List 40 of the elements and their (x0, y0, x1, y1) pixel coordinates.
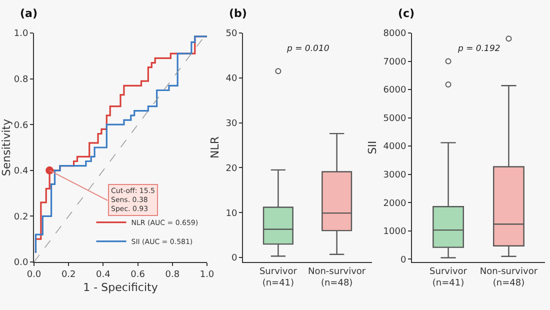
x-tick-label: 1.0 (200, 270, 214, 280)
y-tick-label: 20 (226, 164, 238, 174)
y-tick-label: 0.4 (14, 166, 28, 177)
x-tick-label: Survivor (n=41) (259, 266, 298, 288)
y-tick-label: 8000 (383, 29, 406, 40)
y-tick-label: 0 (231, 254, 238, 264)
x-tick-label: Non-survivor (n=48) (480, 266, 538, 288)
y-tick-label: 0.6 (14, 120, 28, 131)
y-tick-label: 5000 (383, 114, 406, 124)
y-axis-title: SII (366, 140, 379, 154)
y-tick-label: 0.2 (14, 212, 28, 222)
y-axis-title: NLR (208, 136, 222, 158)
x-tick-label: 0.6 (130, 270, 146, 280)
y-tick-label: 1.0 (14, 29, 28, 40)
y-tick-label: 40 (226, 74, 238, 84)
y-tick-label: 50 (226, 29, 238, 40)
annotation: p = 0.192 (457, 44, 500, 54)
annotation: p = 0.010 (286, 44, 330, 54)
x-tick-label: Non-survivor (n=48) (308, 266, 366, 288)
x-tick-label: 0.0 (26, 270, 42, 280)
x-tick-label: 0.4 (96, 270, 111, 280)
chart-title: (a) (20, 7, 38, 20)
y-tick-label: 7000 (383, 57, 406, 68)
y-tick-label: 10 (226, 208, 238, 219)
y-tick-label: 4000 (383, 142, 406, 152)
y-tick-label: 0.0 (14, 258, 28, 268)
y-tick-label: 1000 (383, 227, 406, 238)
y-tick-label: 3000 (383, 170, 406, 181)
y-tick-label: 2000 (383, 198, 406, 209)
y-tick-label: 0.8 (14, 74, 28, 85)
x-tick-label: 0.2 (61, 270, 76, 280)
x-tick-label: 0.8 (165, 270, 180, 280)
chart-title: (b) (229, 7, 247, 20)
x-tick-label: Survivor (n=41) (430, 266, 468, 288)
chart-title: (c) (398, 7, 415, 20)
x-axis-title: 1 - Specificity (83, 281, 158, 294)
y-axis-title: Sensitivity (0, 118, 13, 176)
y-tick-label: 6000 (383, 86, 406, 96)
y-tick-label: 0 (400, 255, 406, 266)
y-tick-label: 30 (226, 118, 238, 129)
